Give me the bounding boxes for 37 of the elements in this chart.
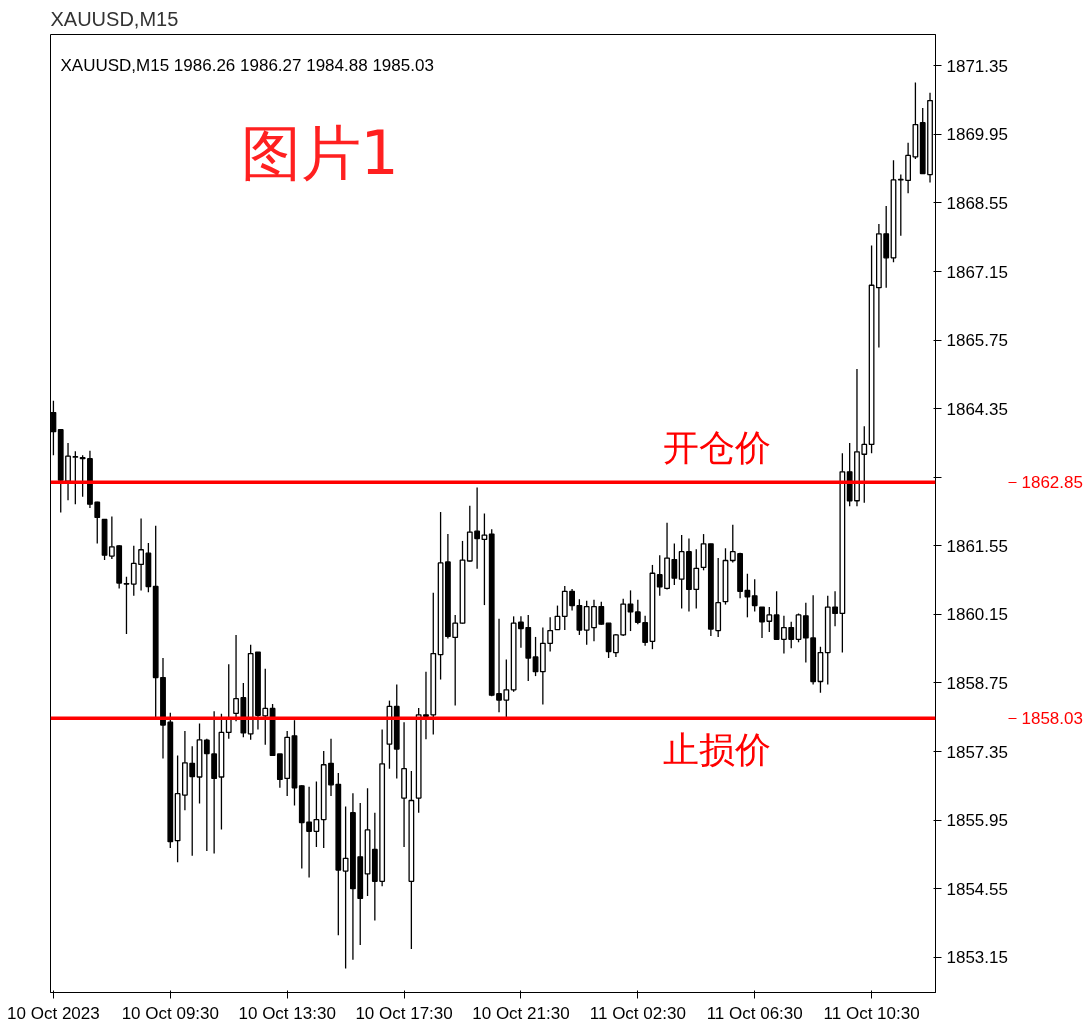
x-tick-label: 11 Oct 06:30 bbox=[706, 1003, 803, 1023]
y-tick-label: 1855.95 bbox=[946, 811, 1008, 831]
y-tick-label: 1865.75 bbox=[946, 331, 1008, 351]
chart-title: XAUUSD,M15 bbox=[50, 7, 179, 30]
y-tick-label: 1860.15 bbox=[946, 605, 1008, 625]
x-tick-label: 10 Oct 13:30 bbox=[238, 1003, 336, 1023]
ref-line-label: 止损价 bbox=[663, 729, 772, 771]
candlestick bbox=[481, 512, 488, 606]
x-tick-label: 10 Oct 17:30 bbox=[355, 1003, 453, 1023]
y-tick-label: 1871.35 bbox=[946, 56, 1008, 76]
y-tick-label: 1854.55 bbox=[946, 879, 1008, 899]
x-tick-label: 10 Oct 2023 bbox=[7, 1003, 100, 1023]
text: 1862.85 bbox=[1021, 473, 1083, 493]
y-tick-label: 1868.55 bbox=[946, 193, 1008, 213]
annotation: XAUUSD,M15 1986.26 1986.27 1984.88 1985.03 bbox=[60, 55, 434, 75]
y-tick-label: 1864.35 bbox=[946, 399, 1008, 419]
x-tick-label: 11 Oct 10:30 bbox=[823, 1003, 920, 1023]
candlestick bbox=[72, 450, 79, 505]
ref-line-label: 开仓价 bbox=[663, 427, 772, 469]
candlestick bbox=[627, 589, 634, 632]
candlestick bbox=[203, 738, 210, 852]
y-tick-label: 1857.35 bbox=[946, 742, 1008, 762]
y-tick-label: 1869.95 bbox=[946, 125, 1008, 145]
y-tick-label: 1861.55 bbox=[946, 536, 1008, 556]
candlestick bbox=[642, 615, 649, 647]
y-tick-label: 1858.75 bbox=[946, 673, 1008, 693]
candlestick bbox=[751, 578, 758, 613]
y-tick-label: 1867.15 bbox=[946, 262, 1008, 282]
text: 1858.03 bbox=[1021, 709, 1083, 729]
y-tick-label: 1853.15 bbox=[946, 948, 1008, 968]
annotation: 图片1 bbox=[240, 117, 399, 188]
candlestick bbox=[802, 601, 809, 664]
candlestick bbox=[634, 599, 641, 625]
x-tick-label: 10 Oct 09:30 bbox=[121, 1003, 219, 1023]
x-tick-label: 10 Oct 21:30 bbox=[472, 1003, 570, 1023]
candlestick bbox=[123, 576, 130, 635]
x-tick-label: 11 Oct 02:30 bbox=[589, 1003, 686, 1023]
